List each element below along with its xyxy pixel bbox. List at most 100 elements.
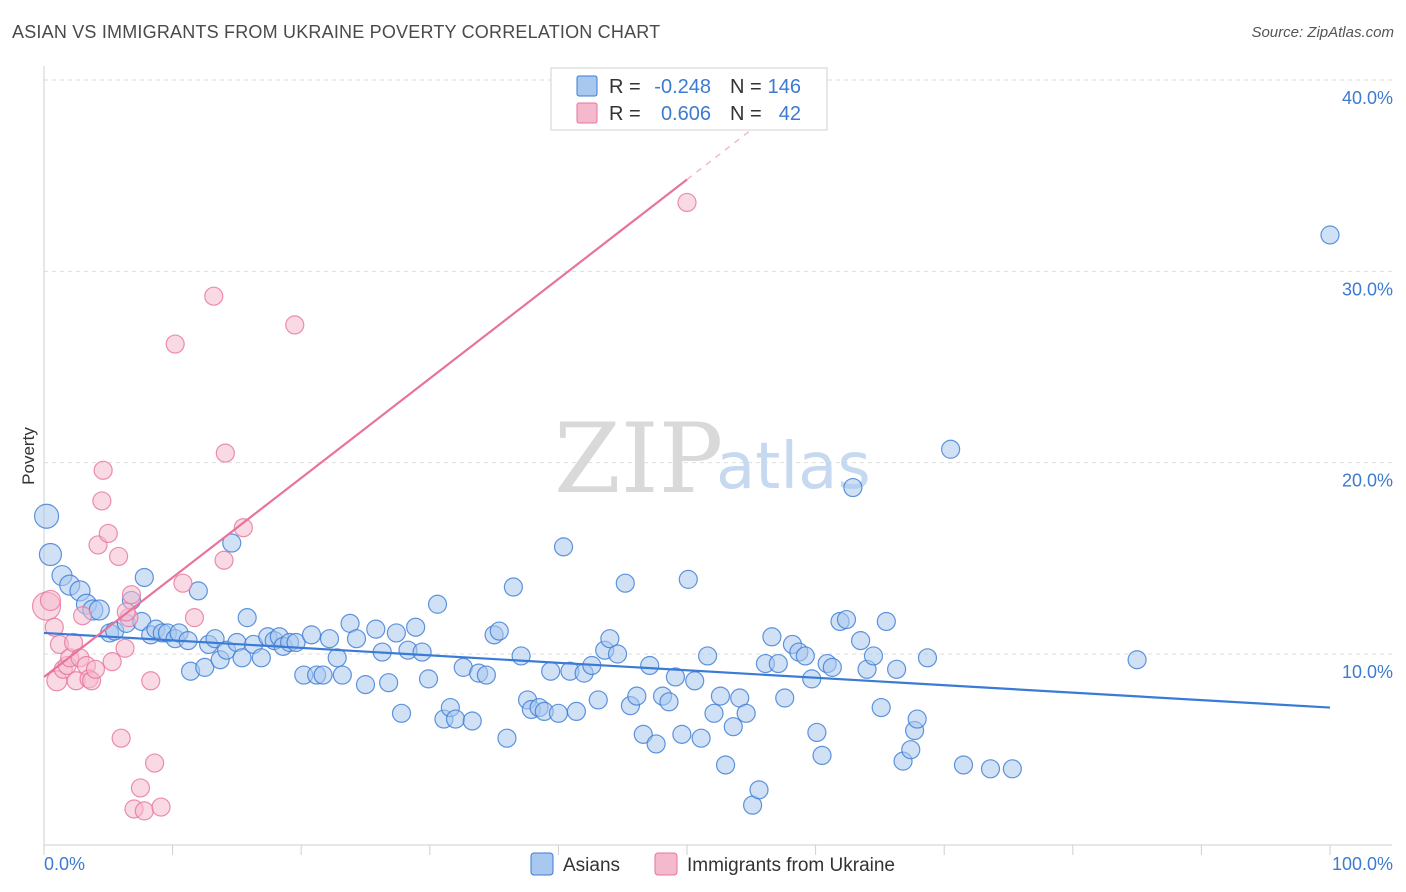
asian-point-97 <box>678 569 698 589</box>
ukraine-point-35 <box>204 286 224 306</box>
bottom-legend-swatch-ukraine <box>654 852 678 876</box>
asian-point-135 <box>941 439 961 459</box>
ukraine-point-31 <box>151 797 171 817</box>
asian-point-41 <box>301 625 322 645</box>
ukraine-point-30 <box>144 753 165 773</box>
asian-point-78 <box>553 537 574 557</box>
asian-trend-line <box>43 631 1331 709</box>
asian-point-45 <box>327 648 347 668</box>
series-legend: Asians Immigrants from Ukraine <box>530 852 895 876</box>
asian-point-120 <box>822 657 842 677</box>
ukraine-point-15 <box>85 659 106 679</box>
ukraine-point-40 <box>677 192 697 213</box>
asian-point-117 <box>807 722 827 743</box>
ukraine-point-27 <box>130 778 151 798</box>
ukraine-trend-line <box>43 178 688 678</box>
ukraine-point-21 <box>108 546 129 567</box>
ukraine-point-17 <box>92 491 112 511</box>
asian-points <box>33 225 1340 815</box>
asian-point-44 <box>319 629 340 649</box>
y-tick-label-1: 20.0% <box>1342 471 1393 491</box>
y-tick-label-0: 10.0% <box>1342 662 1393 682</box>
legend-n-label-asian: N = <box>730 76 762 98</box>
asian-point-87 <box>615 573 635 593</box>
asian-point-77 <box>548 703 569 723</box>
ukraine-point-20 <box>102 652 122 672</box>
asian-point-110 <box>762 627 782 647</box>
asian-point-50 <box>366 619 386 639</box>
ukraine-point-39 <box>285 315 305 335</box>
watermark-zip: ZIP <box>554 403 723 515</box>
asian-point-122 <box>836 609 857 630</box>
asian-point-133 <box>907 709 927 729</box>
asian-point-138 <box>1002 759 1022 779</box>
asian-point-83 <box>588 690 608 710</box>
asian-point-62 <box>445 709 466 729</box>
asian-point-111 <box>768 653 788 674</box>
ukraine-point-23 <box>115 638 135 658</box>
asian-point-76 <box>541 661 561 681</box>
asian-point-13 <box>134 567 154 588</box>
asian-point-91 <box>640 655 660 676</box>
asian-point-28 <box>222 533 242 553</box>
asian-point-48 <box>346 629 367 649</box>
legend-n-value-asian: 146 <box>768 76 801 98</box>
asian-point-139 <box>1127 650 1147 670</box>
ukraine-point-1 <box>39 589 62 612</box>
asian-point-68 <box>489 621 509 641</box>
asian-point-128 <box>876 611 896 632</box>
legend-swatch-ukraine <box>576 102 598 124</box>
asian-point-123 <box>843 477 863 498</box>
asian-point-31 <box>237 608 257 628</box>
asian-point-22 <box>188 581 208 601</box>
ukraine-points <box>31 192 697 821</box>
legend-r-label-asian: R = <box>609 76 641 98</box>
asian-point-23 <box>195 657 215 677</box>
grid-lines <box>44 79 1392 655</box>
asian-point-98 <box>685 671 705 691</box>
asian-point-58 <box>418 669 439 689</box>
ukraine-point-2 <box>44 617 64 637</box>
asian-point-57 <box>412 642 432 662</box>
y-tick-label-2: 30.0% <box>1342 279 1393 299</box>
asian-point-33 <box>251 648 271 668</box>
asian-point-103 <box>715 755 736 775</box>
ukraine-point-36 <box>214 550 234 570</box>
asian-point-94 <box>659 692 679 712</box>
bottom-legend-label-ukraine: Immigrants from Ukraine <box>687 855 895 876</box>
asian-point-101 <box>704 703 724 723</box>
ukraine-point-11 <box>72 606 93 626</box>
tick-labels: 10.0% 20.0% 30.0% 40.0% 0.0% 100.0% <box>44 88 1393 874</box>
asian-point-52 <box>379 673 399 693</box>
asian-point-46 <box>332 665 352 685</box>
asian-point-99 <box>691 728 711 748</box>
ukraine-point-19 <box>98 523 118 544</box>
trend-lines <box>43 79 1331 709</box>
asian-point-92 <box>646 734 666 754</box>
asian-point-127 <box>871 697 891 718</box>
asian-point-137 <box>980 759 1001 779</box>
asian-point-1 <box>38 542 63 567</box>
asian-point-56 <box>406 617 426 637</box>
asian-point-104 <box>723 717 743 737</box>
legend-r-value-asian: -0.248 <box>654 76 711 98</box>
legend-n-value-ukraine: 42 <box>779 103 801 125</box>
asian-point-102 <box>710 686 731 706</box>
asian-point-95 <box>665 667 686 687</box>
asian-point-85 <box>600 629 620 649</box>
x-tick-label-min: 0.0% <box>44 854 85 874</box>
bottom-legend-swatch-asian <box>530 852 554 876</box>
ukraine-point-32 <box>165 334 185 354</box>
asian-point-69 <box>497 728 517 748</box>
asian-point-71 <box>511 646 531 666</box>
legend-swatch-asian <box>576 75 598 97</box>
asian-point-131 <box>901 740 921 760</box>
asian-point-96 <box>672 724 692 744</box>
asian-point-140 <box>1320 225 1340 245</box>
ukraine-point-22 <box>111 728 131 748</box>
asian-point-129 <box>887 659 907 679</box>
asian-point-54 <box>391 703 412 723</box>
asian-point-53 <box>386 623 406 643</box>
ukraine-point-18 <box>93 460 113 480</box>
